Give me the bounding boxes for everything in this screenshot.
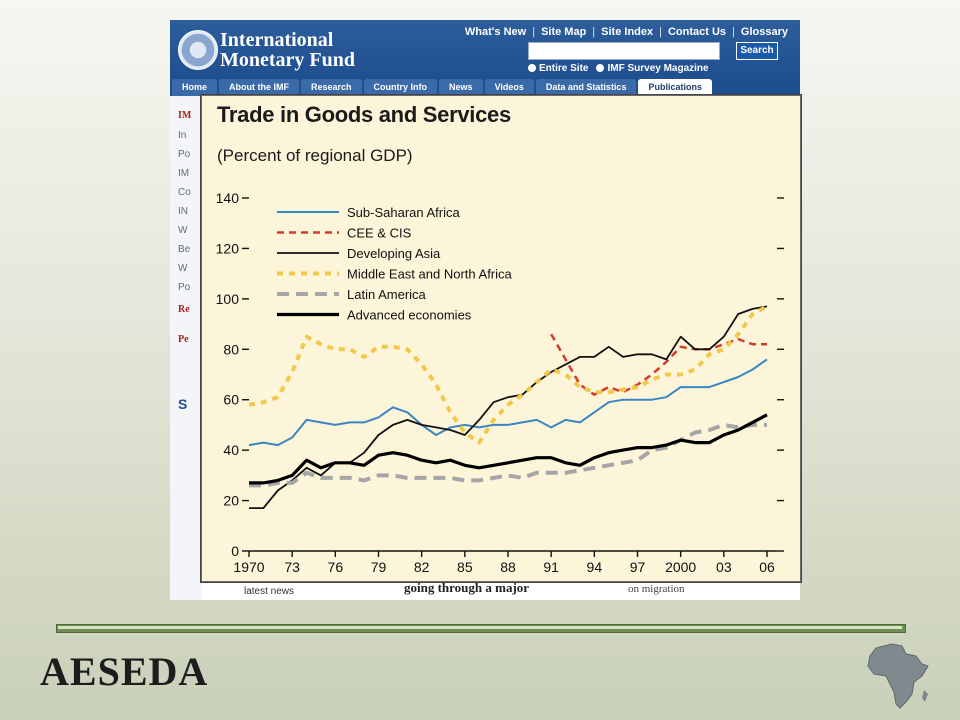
link-contact-us[interactable]: Contact Us [667,26,727,38]
sidebar-item[interactable]: Po [178,282,191,293]
radio-survey-label: IMF Survey Magazine [607,63,709,74]
imf-seal-logo[interactable] [178,30,218,70]
legend-label: Middle East and North Africa [347,267,513,282]
x-tick-label: 88 [500,559,516,575]
x-tick-label: 82 [414,559,430,575]
tab-news[interactable]: News [439,79,483,96]
link-separator: | [659,26,662,38]
search-button[interactable]: Search [736,42,778,60]
chart-card: Trade in Goods and Services (Percent of … [201,95,801,582]
chart-plot: 0 20 40 60 80 100 120 140 1970 73 76 79 82 85 88 91 94 97… [216,190,784,575]
legend-label: Latin America [347,287,427,302]
footer-rule-inner [58,626,902,629]
sidebar-item[interactable]: In [178,130,187,141]
link-separator: | [592,26,596,38]
y-tick-label: 120 [216,240,240,256]
imf-name-line2: Monetary Fund [220,49,355,71]
x-tick-label: 1970 [233,559,264,575]
y-tick-label: 60 [223,392,239,408]
x-tick-label: 94 [587,559,603,575]
sidebar-item[interactable]: W [178,263,188,274]
series-line-latin-america [249,422,767,488]
tab-data-statistics[interactable]: Data and Statistics [535,79,637,96]
y-tick-label: 40 [223,442,239,458]
legend-label: CEE & CIS [347,226,412,241]
sidebar-item[interactable]: Co [178,187,191,198]
link-separator: | [732,26,735,38]
imf-name-line1: International [220,29,334,51]
y-tick-label: 80 [223,341,239,357]
series-line-advanced-economies [249,413,768,485]
chart-subtitle: (Percent of regional GDP) [217,146,413,165]
top-links: What's New | Site Map | Site Index | Contac… [465,26,788,38]
imf-wordmark[interactable]: International Monetary Fund [220,30,355,70]
search-scope-radios: Entire Site IMF Survey Magazine [528,63,709,74]
y-tick-label: 0 [231,543,239,559]
sidebar-item[interactable]: Be [178,244,191,255]
chart-title: Trade in Goods and Services [217,102,511,127]
africa-map-icon [867,643,929,709]
tab-videos[interactable]: Videos [484,79,534,96]
main-nav: Home About the IMF Research Country Info… [170,79,800,96]
x-tick-label: 73 [284,559,300,575]
legend-label: Advanced economies [347,308,472,323]
sidebar-item[interactable]: Po [178,149,191,160]
link-site-map[interactable]: Site Map [541,26,587,38]
sidebar-item[interactable]: S [178,396,188,412]
tab-country-info[interactable]: Country Info [363,79,438,96]
radio-entire-site[interactable]: Entire Site [528,63,588,74]
series-line-middle-east-and-north-africa [248,304,768,445]
x-tick-label: 79 [371,559,387,575]
radio-dot-icon [596,64,605,72]
sidebar-item[interactable]: Re [178,304,190,315]
radio-survey[interactable]: IMF Survey Magazine [596,63,709,74]
sidebar-item[interactable]: IN [178,206,188,217]
link-separator: | [532,26,536,38]
sidebar-item[interactable]: Pe [178,334,189,345]
imf-header: International Monetary Fund What's New | … [170,20,800,80]
x-tick-label: 91 [543,559,559,575]
migration-link[interactable]: on migration [628,583,685,595]
legend-label: Developing Asia [347,246,441,261]
legend-label: Sub-Saharan Africa [347,205,461,220]
y-tick-label: 140 [216,190,240,206]
news-headline[interactable]: going through a major [404,580,530,595]
radio-entire-site-label: Entire Site [539,63,589,74]
sidebar: IM In Po IM Co IN W Be W Po Re Pe S [170,96,203,600]
radio-dot-icon [528,64,536,72]
x-tick-label: 85 [457,559,473,575]
link-site-index[interactable]: Site Index [601,26,654,38]
series-line-cee-cis [550,333,767,396]
y-tick-label: 100 [216,291,240,307]
y-tick-label: 20 [223,493,239,509]
x-tick-label: 76 [328,559,344,575]
brand-wordmark: AESEDA [40,649,209,694]
tab-publications[interactable]: Publications [638,79,712,96]
sidebar-item[interactable]: W [178,225,188,236]
sidebar-item[interactable]: IM [178,168,190,179]
tab-about[interactable]: About the IMF [219,79,300,96]
x-tick-label: 06 [759,559,775,575]
x-tick-label: 97 [630,559,646,575]
tab-home[interactable]: Home [172,79,218,96]
sidebar-item[interactable]: IM [178,110,192,121]
series-line-sub-saharan-africa [248,358,768,447]
x-tick-label: 03 [716,559,732,575]
latest-news-link[interactable]: latest news [244,586,295,597]
link-whats-new[interactable]: What's New [464,26,527,38]
tab-research[interactable]: Research [301,79,362,96]
link-glossary[interactable]: Glossary [740,26,788,38]
search-input[interactable] [528,42,720,60]
x-tick-label: 2000 [665,559,696,575]
